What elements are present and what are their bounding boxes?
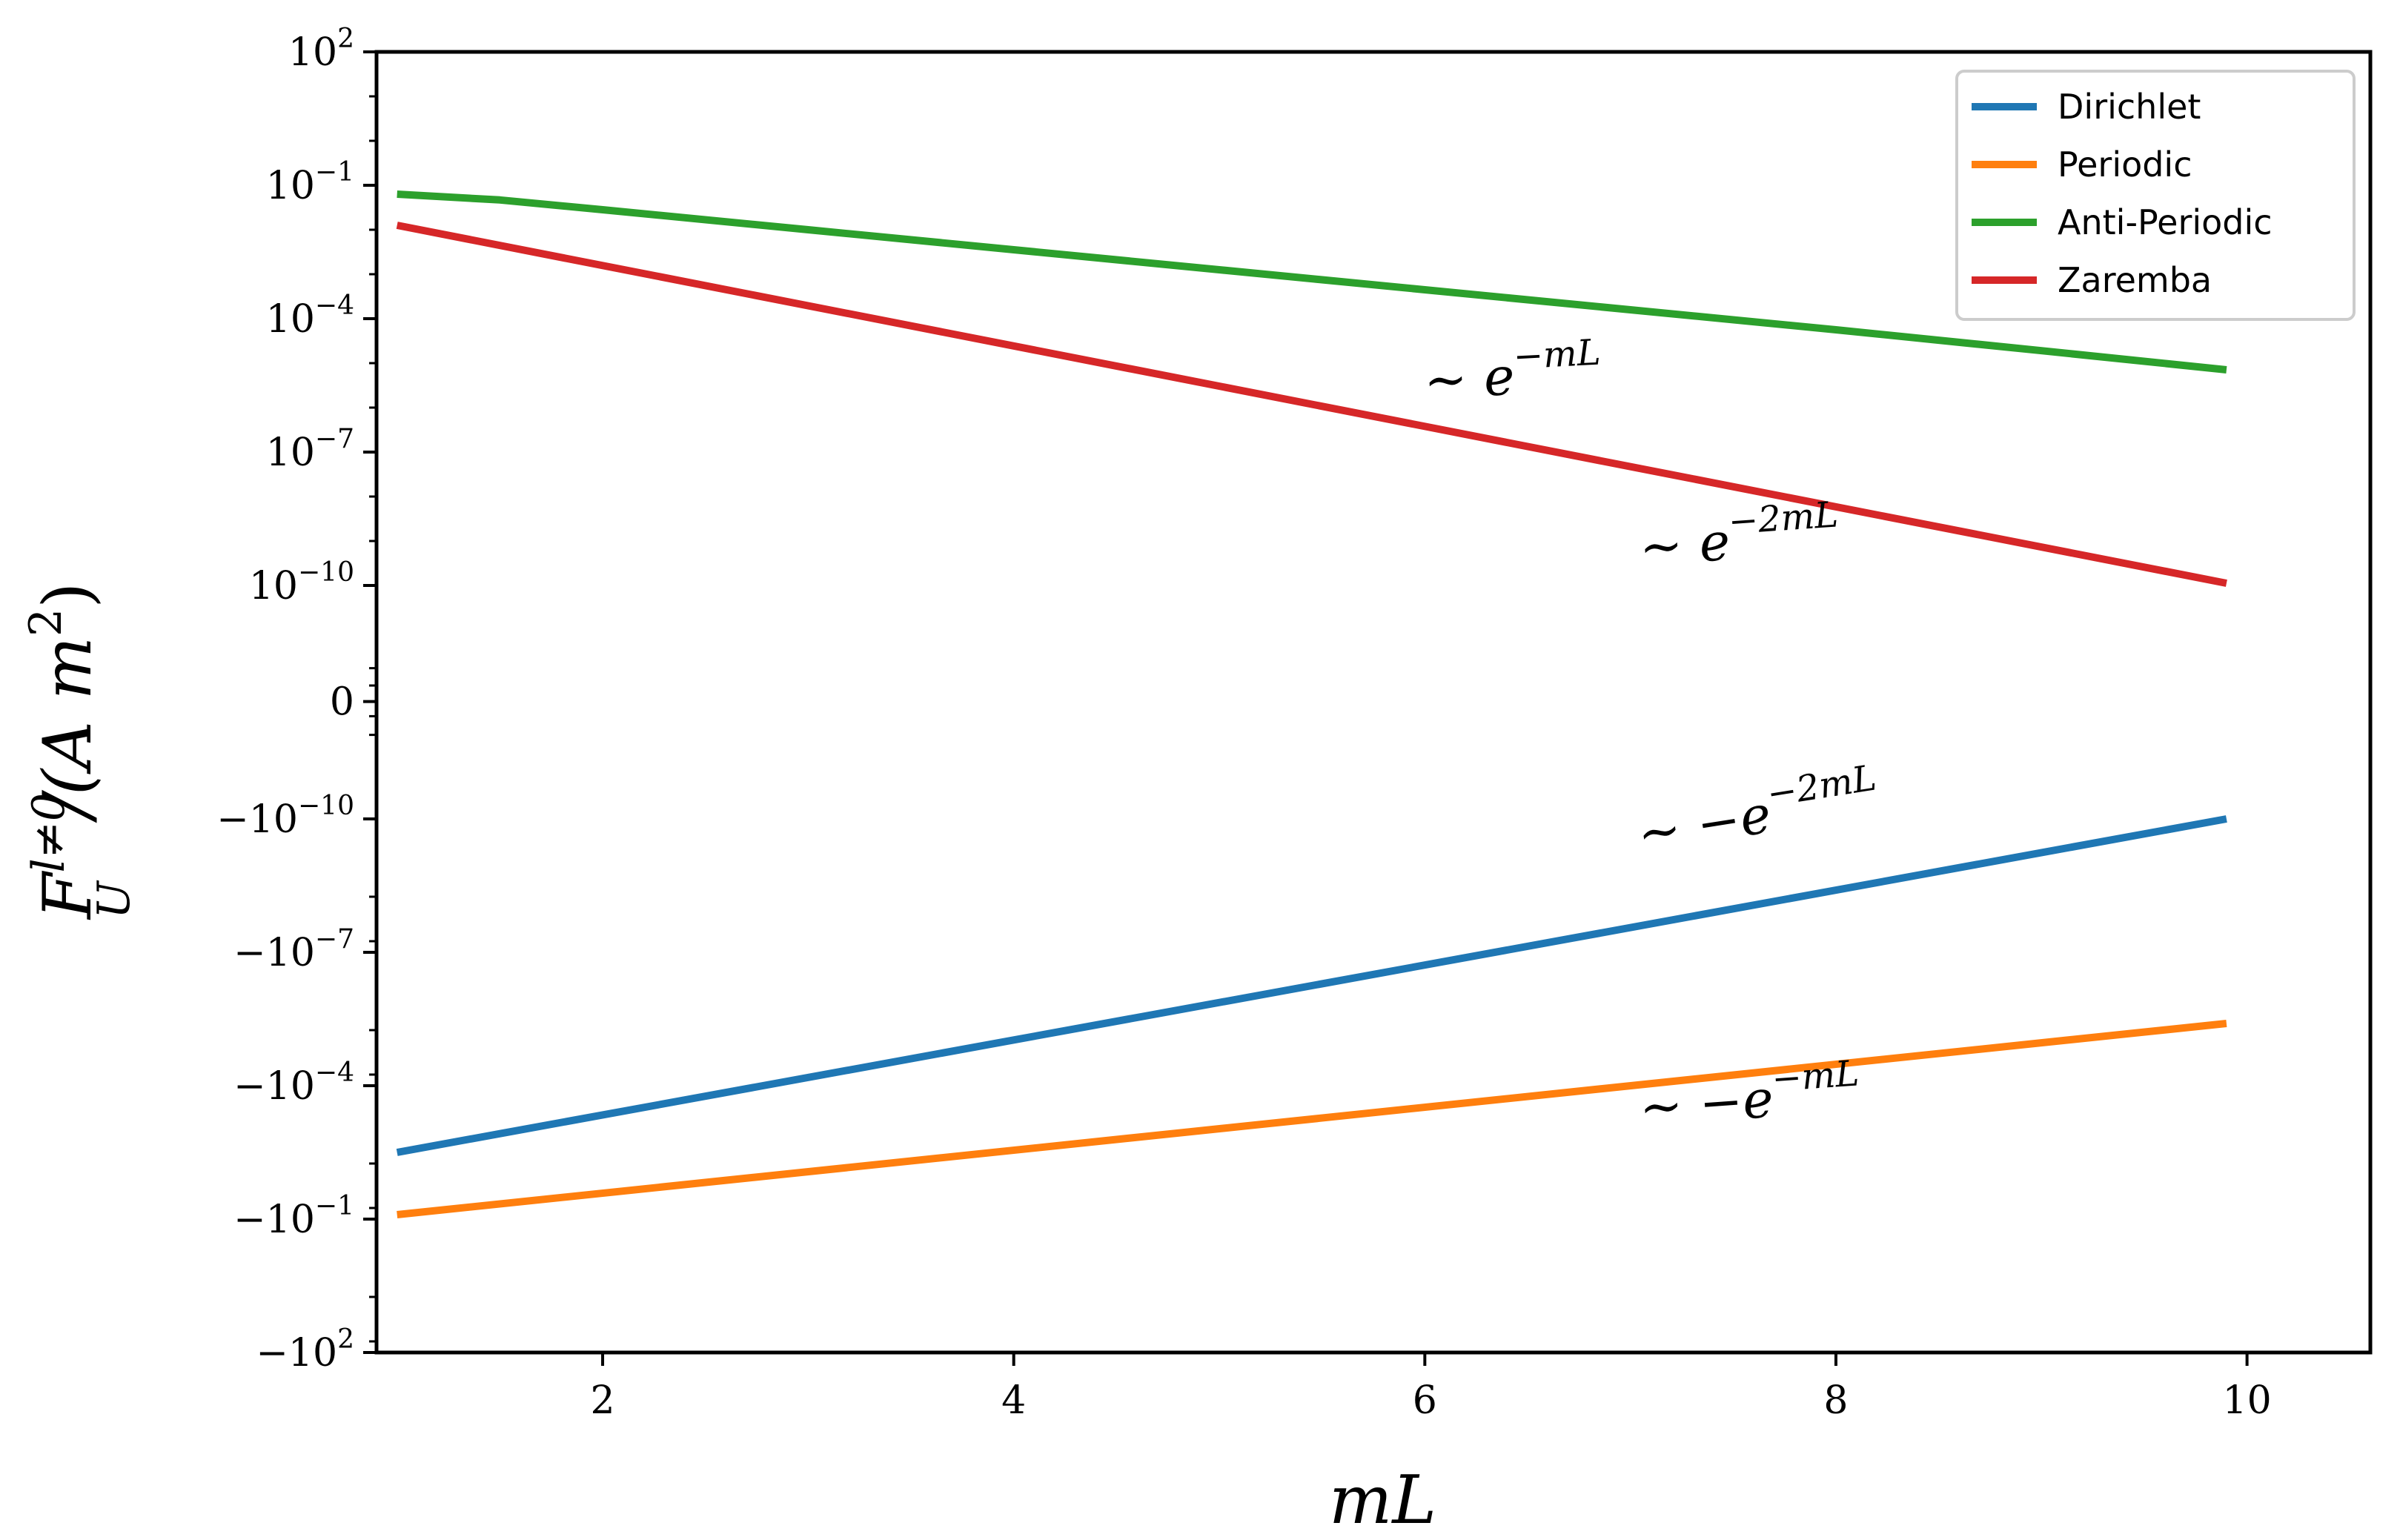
y-tick-label: 10−4	[266, 291, 354, 342]
y-axis-title: Fl≠0U/(A m2)	[20, 583, 140, 920]
annotations: ∼ e−mL ∼ e−2mL ∼ −e−2mL ∼ −e−mL	[1422, 332, 1883, 1138]
x-axis-title: mL	[1329, 1461, 1436, 1539]
legend: Dirichlet Periodic Anti-Periodic Zaremba	[1955, 70, 2356, 321]
legend-label: Anti-Periodic	[2058, 202, 2273, 242]
series-line-anti-periodic	[397, 190, 2227, 374]
annotation-anti-periodic: ∼ e−mL	[1422, 332, 1603, 411]
y-tick-labels: 102 10−1 10−4 10−7 10−10 0 −10−10 −10−7 −10−4 −10…	[216, 24, 354, 1375]
legend-box	[1955, 70, 2356, 321]
y-tick-label: 0	[330, 680, 354, 725]
series-layer	[396, 190, 2227, 1218]
annotation-dirichlet: ∼ −e−2mL	[1631, 757, 1883, 864]
y-tick-label: −10−7	[233, 924, 354, 975]
axis-titles: mL Fl≠0U/(A m2)	[20, 583, 1436, 1539]
annotation-zaremba: ∼ e−2mL	[1637, 494, 1841, 578]
plot-frame	[374, 50, 2373, 1355]
y-tick-label: 10−1	[266, 157, 354, 208]
legend-label: Periodic	[2058, 145, 2192, 185]
x-tick-label: 6	[1413, 1378, 1437, 1423]
annotation-periodic: ∼ −e−mL	[1637, 1052, 1863, 1138]
legend-label: Zaremba	[2058, 260, 2212, 300]
series-line-dirichlet	[396, 815, 2227, 1156]
x-tick-label: 10	[2223, 1378, 2272, 1423]
x-tick-label: 2	[591, 1378, 615, 1423]
series-line-periodic	[397, 1020, 2227, 1218]
y-tick-label: −102	[256, 1324, 354, 1375]
y-tick-label: 10−10	[249, 557, 354, 608]
y-tick-label: −10−4	[233, 1058, 354, 1109]
y-tick-label: 10−7	[266, 424, 354, 475]
y-tick-label: −10−1	[233, 1191, 354, 1242]
legend-label: Dirichlet	[2058, 87, 2201, 127]
x-tick-label: 4	[1001, 1378, 1026, 1423]
series-line-zaremba	[396, 222, 2227, 587]
x-tick-label: 8	[1823, 1378, 1848, 1423]
x-tick-labels: 2 4 6 8 10	[591, 1378, 2272, 1423]
y-tick-label: −10−10	[216, 791, 354, 842]
y-tick-label: 102	[288, 24, 354, 75]
